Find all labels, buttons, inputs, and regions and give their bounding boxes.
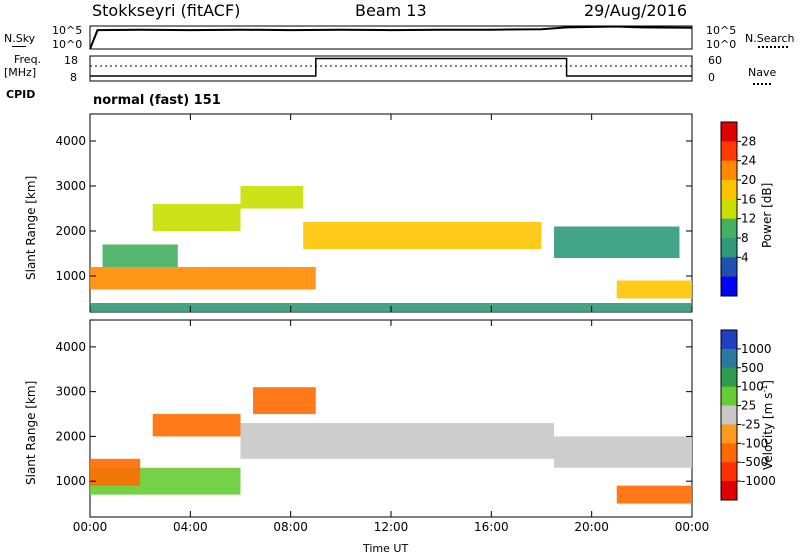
power-colorbar-cell-7	[721, 257, 737, 278]
x-tick-label-3: 12:00	[374, 520, 409, 534]
nsearch-dots	[758, 46, 788, 48]
velocity-colorbar-cell-4	[721, 405, 737, 425]
velocity-region-2	[152, 414, 241, 437]
power-colorbar-cell-5	[721, 218, 737, 239]
x-tick-label-0: 00:00	[73, 520, 108, 534]
nave-dots	[753, 83, 771, 85]
nave-tick-high: 60	[708, 54, 722, 67]
station-title: Stokkseyri (fitACF)	[92, 1, 241, 20]
power-ytick-label-1: 2000	[55, 224, 86, 238]
power-colorbar-label-5: 8	[741, 231, 749, 245]
velocity-colorbar-cell-6	[721, 443, 737, 463]
x-tick-label-6: 00:00	[675, 520, 710, 534]
nsky-line	[89, 25, 693, 50]
velocity-colorbar-label-4: -25	[741, 417, 761, 431]
velocity-region-4	[240, 422, 555, 459]
power-colorbar-label-0: 28	[741, 134, 756, 148]
power-colorbar-cell-2	[721, 160, 737, 181]
freq-tick-low: 8	[70, 71, 77, 84]
power-region-2	[152, 204, 241, 231]
freq-tick-high: 18	[64, 54, 78, 67]
power-ytick-label-3: 4000	[55, 134, 86, 148]
date-title: 29/Aug/2016	[584, 1, 688, 20]
power-colorbar-cell-0	[721, 122, 737, 142]
power-colorbar-frame	[720, 121, 738, 297]
nsky-line	[12, 46, 26, 47]
velocity-region-1	[90, 458, 141, 486]
velocity-colorbar-cell-1	[721, 348, 737, 369]
velocity-colorbar-cell-5	[721, 424, 737, 444]
power-colorbar-label-1: 24	[741, 154, 756, 168]
power-colorbar-cell-1	[721, 141, 737, 162]
power-region-3	[240, 186, 304, 209]
power-ytick-label-0: 1000	[55, 269, 86, 283]
power-region-5	[554, 226, 680, 258]
power-colorbar-cell-6	[721, 238, 737, 258]
power-region-4	[303, 222, 542, 249]
velocity-colorbar-cell-0	[721, 330, 737, 350]
nave-tick-low: 0	[708, 71, 715, 84]
nsearch-tick-low: 10^0	[706, 38, 737, 51]
velocity-colorbar-cell-2	[721, 367, 737, 388]
velocity-colorbar-label-1: 500	[741, 361, 764, 375]
nsky-label: N.Sky	[4, 32, 36, 45]
velocity-colorbar-cell-7	[721, 462, 737, 482]
velocity-colorbar-label-6: -500	[741, 455, 768, 469]
velocity-ytick-label-2: 3000	[55, 385, 86, 399]
x-tick-label-4: 16:00	[474, 520, 509, 534]
nsky-tick-low: 10^0	[52, 38, 83, 51]
velocity-colorbar-cell-3	[721, 386, 737, 407]
nsky-panel-frame	[89, 25, 693, 50]
beam-title: Beam 13	[355, 1, 427, 20]
power-region-6	[616, 280, 692, 299]
velocity-ytick-label-1: 2000	[55, 429, 86, 443]
x-tick-label-1: 04:00	[173, 520, 208, 534]
velocity-ytick-label-0: 1000	[55, 474, 86, 488]
power-region-0	[90, 267, 316, 290]
velocity-ytick-label-3: 4000	[55, 340, 86, 354]
velocity-colorbar-label-3: 25	[741, 399, 756, 413]
velocity-region-6	[616, 485, 692, 504]
freq-line	[90, 57, 692, 77]
power-colorbar-label-6: 4	[741, 250, 749, 264]
x-tick-label-2: 08:00	[273, 520, 308, 534]
freq-panel-frame	[89, 55, 693, 82]
nsearch-label: N.Search	[745, 32, 795, 45]
power-colorbar-cell-4	[721, 199, 737, 220]
power-colorbar-label-4: 12	[741, 212, 756, 226]
cpid-label: CPID	[6, 88, 36, 101]
power-colorbar-cell-3	[721, 180, 737, 200]
velocity-colorbar-cell-8	[721, 481, 737, 501]
power-colorbar-label-3: 16	[741, 192, 756, 206]
velocity-region-5	[554, 436, 692, 468]
velocity-colorbar-frame	[720, 329, 738, 501]
cpid-text: normal (fast) 151	[93, 93, 221, 108]
nsearch-tick-high: 10^5	[706, 24, 737, 37]
nave-label: Nave	[748, 66, 777, 79]
velocity-colorbar-label-5: -100	[741, 436, 768, 450]
velocity-colorbar-label-0: 1000	[741, 342, 772, 356]
x-tick-label-5: 20:00	[574, 520, 609, 534]
power-region-1	[102, 244, 178, 267]
mhz-label: [MHz]	[4, 66, 37, 79]
x-axis-label: Time UT	[363, 542, 409, 555]
power-ytick-label-2: 3000	[55, 179, 86, 193]
freq-label: Freq.	[14, 53, 42, 66]
power-colorbar-label-2: 20	[741, 173, 756, 187]
velocity-region-3	[253, 387, 316, 415]
velocity-colorbar-label-2: 100	[741, 380, 764, 394]
nsky-tick-high: 10^5	[52, 24, 83, 37]
velocity-colorbar-label-7: -1000	[741, 474, 776, 488]
power-colorbar-cell-8	[721, 276, 737, 297]
